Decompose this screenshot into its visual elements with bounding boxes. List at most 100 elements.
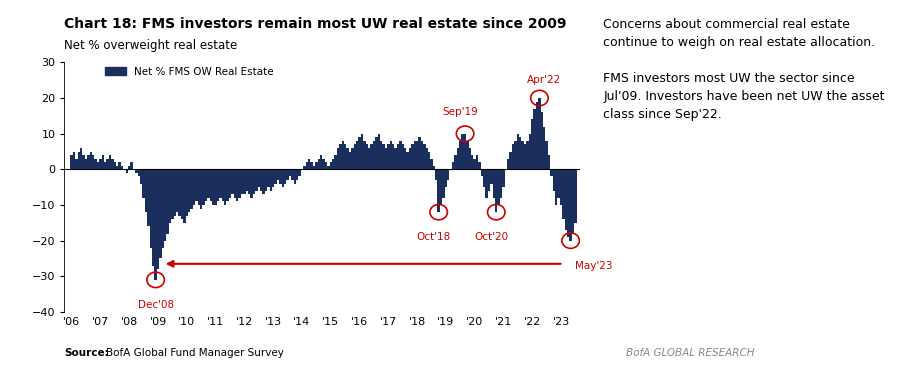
Bar bbox=[255, 169, 258, 191]
Bar bbox=[459, 141, 461, 169]
Bar bbox=[157, 169, 159, 269]
Bar bbox=[125, 169, 128, 173]
Bar bbox=[318, 159, 320, 169]
Bar bbox=[447, 169, 449, 180]
Bar bbox=[215, 169, 216, 205]
Text: May'23: May'23 bbox=[576, 261, 613, 270]
Bar bbox=[258, 169, 260, 187]
Bar bbox=[370, 144, 373, 169]
Bar bbox=[236, 169, 239, 201]
Bar bbox=[192, 169, 195, 205]
Bar bbox=[404, 148, 406, 169]
Bar bbox=[207, 169, 210, 198]
Bar bbox=[430, 159, 433, 169]
Bar bbox=[387, 144, 390, 169]
Bar bbox=[152, 169, 155, 266]
Bar bbox=[402, 144, 404, 169]
Bar bbox=[176, 169, 179, 212]
Bar bbox=[541, 112, 543, 169]
Bar bbox=[97, 162, 99, 169]
Bar bbox=[435, 169, 437, 180]
Text: Concerns about commercial real estate
continue to weigh on real estate allocatio: Concerns about commercial real estate co… bbox=[603, 18, 885, 121]
Bar bbox=[203, 169, 204, 205]
Text: Chart 18: FMS investors remain most UW real estate since 2009: Chart 18: FMS investors remain most UW r… bbox=[64, 17, 567, 30]
Bar bbox=[428, 152, 430, 169]
Bar bbox=[251, 169, 252, 198]
Bar bbox=[363, 141, 366, 169]
Bar bbox=[452, 162, 454, 169]
Bar bbox=[543, 127, 545, 169]
Bar bbox=[567, 169, 569, 237]
Bar bbox=[107, 159, 109, 169]
Bar bbox=[224, 169, 227, 205]
Bar bbox=[390, 141, 392, 169]
Bar bbox=[264, 169, 267, 191]
Bar bbox=[284, 169, 286, 184]
Bar bbox=[469, 148, 471, 169]
Bar bbox=[204, 169, 207, 201]
Bar bbox=[440, 169, 442, 205]
Bar bbox=[92, 155, 95, 169]
Bar bbox=[155, 169, 157, 280]
Bar bbox=[279, 169, 282, 184]
Bar bbox=[174, 169, 176, 216]
Bar bbox=[248, 169, 251, 194]
Bar bbox=[394, 148, 397, 169]
Bar bbox=[502, 169, 505, 187]
Bar bbox=[497, 169, 500, 205]
Bar bbox=[484, 169, 485, 187]
Bar bbox=[327, 166, 330, 169]
Bar bbox=[222, 169, 224, 201]
Bar bbox=[181, 169, 183, 219]
Bar bbox=[262, 169, 264, 194]
Bar bbox=[421, 141, 423, 169]
Bar bbox=[149, 169, 152, 248]
Bar bbox=[119, 162, 121, 169]
Bar bbox=[560, 169, 562, 205]
Bar bbox=[272, 169, 274, 187]
Bar bbox=[562, 169, 565, 219]
Bar bbox=[87, 155, 89, 169]
Bar bbox=[517, 134, 519, 169]
Bar bbox=[397, 144, 399, 169]
Bar bbox=[526, 141, 529, 169]
Bar bbox=[104, 162, 107, 169]
Bar bbox=[342, 141, 344, 169]
Bar bbox=[183, 169, 186, 223]
Text: Dec'08: Dec'08 bbox=[137, 300, 174, 310]
Bar bbox=[147, 169, 149, 226]
Bar bbox=[361, 134, 363, 169]
Bar bbox=[344, 144, 346, 169]
Bar bbox=[555, 169, 557, 205]
Bar bbox=[239, 169, 240, 198]
Bar bbox=[89, 152, 92, 169]
Bar bbox=[367, 148, 370, 169]
Bar bbox=[140, 169, 143, 184]
Bar bbox=[574, 169, 577, 223]
Bar bbox=[399, 141, 402, 169]
Bar bbox=[519, 137, 521, 169]
Bar bbox=[143, 169, 145, 198]
Bar bbox=[310, 162, 313, 169]
Bar bbox=[296, 169, 298, 180]
Bar bbox=[426, 148, 428, 169]
Bar bbox=[418, 137, 421, 169]
Bar bbox=[478, 162, 481, 169]
Bar bbox=[565, 169, 567, 230]
Bar bbox=[490, 169, 493, 184]
Bar bbox=[380, 141, 382, 169]
Bar bbox=[219, 169, 222, 198]
Bar bbox=[500, 169, 502, 198]
Bar bbox=[414, 141, 416, 169]
Bar bbox=[354, 144, 356, 169]
Bar bbox=[514, 141, 517, 169]
Bar bbox=[339, 144, 342, 169]
Bar bbox=[76, 159, 77, 169]
Bar bbox=[315, 162, 318, 169]
Bar bbox=[437, 169, 440, 212]
Bar bbox=[548, 155, 550, 169]
Bar bbox=[77, 152, 80, 169]
Bar bbox=[85, 159, 87, 169]
Bar bbox=[392, 144, 394, 169]
Bar bbox=[216, 169, 219, 201]
